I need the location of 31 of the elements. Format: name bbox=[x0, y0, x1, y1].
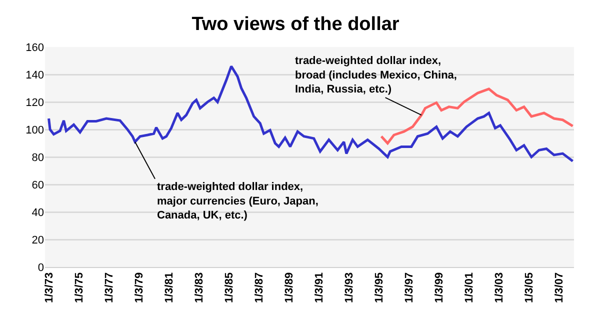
y-tick-label: 40 bbox=[32, 206, 44, 219]
x-tick-label: 1/3/85 bbox=[224, 272, 236, 303]
x-tick-label: 1/3/83 bbox=[193, 272, 206, 303]
y-tick-label: 80 bbox=[32, 152, 44, 164]
x-tick-label: 1/3/99 bbox=[434, 272, 446, 303]
y-tick-label: 160 bbox=[26, 42, 44, 54]
x-tick-label: 1/3/87 bbox=[254, 272, 266, 303]
x-tick-label: 1/3/93 bbox=[344, 272, 356, 303]
y-tick-label: 60 bbox=[32, 179, 44, 192]
x-tick-label: 1/3/05 bbox=[524, 272, 536, 303]
y-tick-label: 120 bbox=[26, 96, 44, 109]
x-tick-label: 1/3/75 bbox=[73, 272, 86, 303]
x-tick-label: 1/3/03 bbox=[494, 272, 506, 303]
annotation: trade-weighted dollar index, major currencies (Euro, Japan, Canada, UK, etc.) bbox=[157, 181, 318, 222]
x-tick-label: 1/3/07 bbox=[554, 272, 566, 303]
x-tick-label: 1/3/89 bbox=[284, 272, 296, 303]
y-tick-label: 140 bbox=[26, 69, 44, 82]
x-tick-label: 1/3/73 bbox=[43, 272, 56, 303]
x-tick-label: 1/3/77 bbox=[103, 272, 116, 303]
y-tick-label: 0 bbox=[38, 262, 44, 274]
annotation: trade-weighted dollar index, broad (includes Mexico, China, India, Russia, etc.) bbox=[295, 55, 457, 96]
x-tick-label: 1/3/91 bbox=[314, 272, 326, 303]
y-tick-label: 100 bbox=[26, 124, 44, 136]
x-tick-label: 1/3/01 bbox=[464, 272, 476, 303]
x-tick-label: 1/3/95 bbox=[374, 272, 386, 303]
chart-title: Two views of the dollar bbox=[192, 14, 400, 35]
x-tick-label: 1/3/79 bbox=[133, 272, 146, 303]
line-series bbox=[48, 65, 574, 162]
x-tick-label: 1/3/81 bbox=[163, 272, 176, 303]
y-tick-label: 20 bbox=[32, 234, 44, 246]
x-tick-label: 1/3/97 bbox=[404, 272, 416, 303]
